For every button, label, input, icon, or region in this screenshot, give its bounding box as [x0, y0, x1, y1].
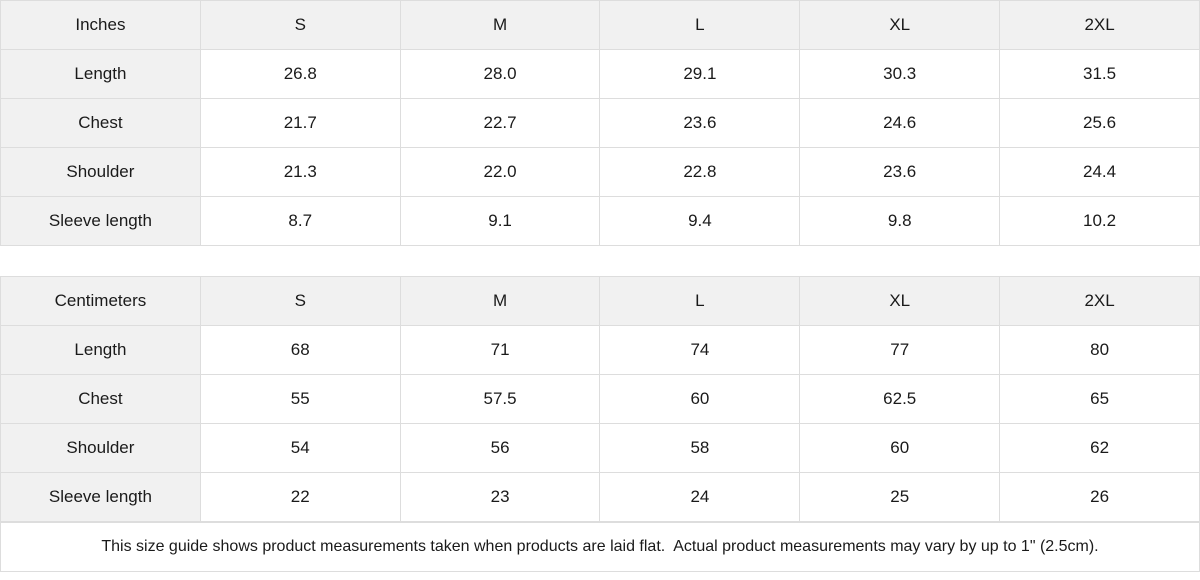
measurement-value-cell: 23.6	[599, 98, 801, 148]
row-label-cell: Chest	[0, 374, 201, 424]
measurement-value-cell: 30.3	[799, 49, 1001, 99]
measurement-value-cell: 21.7	[199, 98, 401, 148]
measurement-value-cell: 21.3	[199, 147, 401, 197]
row-label-cell: Length	[0, 49, 201, 99]
unit-label-cell: Inches	[0, 0, 201, 50]
measurement-value-cell: 23.6	[799, 147, 1001, 197]
measurement-value-cell: 65	[999, 374, 1200, 424]
inches-size-table: Inches S M L XL 2XL Length 26.8 28.0 29.1 30.3 31.5…	[0, 0, 1200, 246]
centimeters-size-table: Centimeters S M L XL 2XL Length 68 71 74 77 80 Chest…	[0, 276, 1200, 522]
measurement-value-cell: 62.5	[799, 374, 1001, 424]
measurement-value-cell: 10.2	[999, 196, 1200, 246]
measurement-value-cell: 24.4	[999, 147, 1200, 197]
measurement-value-cell: 29.1	[599, 49, 801, 99]
measurement-value-cell: 22.0	[399, 147, 601, 197]
measurement-value-cell: 57.5	[399, 374, 601, 424]
measurement-value-cell: 26	[999, 472, 1200, 522]
measurement-value-cell: 60	[799, 423, 1001, 473]
size-header-cell: S	[199, 276, 401, 326]
measurement-row: Chest 21.7 22.7 23.6 24.6 25.6	[0, 98, 1200, 148]
measurement-value-cell: 68	[199, 325, 401, 375]
measurement-value-cell: 26.8	[199, 49, 401, 99]
size-header-cell: XL	[799, 0, 1001, 50]
measurement-value-cell: 25.6	[999, 98, 1200, 148]
size-guide-note-text: This size guide shows product measuremen…	[101, 538, 1099, 555]
table-gap	[0, 246, 1200, 276]
measurement-value-cell: 71	[399, 325, 601, 375]
measurement-value-cell: 24	[599, 472, 801, 522]
measurement-row: Shoulder 21.3 22.0 22.8 23.6 24.4	[0, 147, 1200, 197]
measurement-value-cell: 8.7	[199, 196, 401, 246]
measurement-value-cell: 22.7	[399, 98, 601, 148]
measurement-row: Chest 55 57.5 60 62.5 65	[0, 374, 1200, 424]
measurement-value-cell: 9.8	[799, 196, 1001, 246]
measurement-value-cell: 55	[199, 374, 401, 424]
measurement-value-cell: 9.1	[399, 196, 601, 246]
measurement-row: Sleeve length 8.7 9.1 9.4 9.8 10.2	[0, 196, 1200, 246]
row-label-cell: Sleeve length	[0, 196, 201, 246]
measurement-value-cell: 22.8	[599, 147, 801, 197]
size-header-cell: S	[199, 0, 401, 50]
unit-label-cell: Centimeters	[0, 276, 201, 326]
size-guide-note: This size guide shows product measuremen…	[0, 522, 1200, 572]
size-header-cell: L	[599, 0, 801, 50]
measurement-value-cell: 31.5	[999, 49, 1200, 99]
measurement-value-cell: 80	[999, 325, 1200, 375]
size-header-cell: M	[399, 276, 601, 326]
measurement-value-cell: 22	[199, 472, 401, 522]
measurement-row: Sleeve length 22 23 24 25 26	[0, 472, 1200, 522]
measurement-value-cell: 56	[399, 423, 601, 473]
row-label-cell: Shoulder	[0, 147, 201, 197]
size-header-cell: 2XL	[999, 0, 1200, 50]
size-header-cell: 2XL	[999, 276, 1200, 326]
row-label-cell: Sleeve length	[0, 472, 201, 522]
measurement-row: Length 68 71 74 77 80	[0, 325, 1200, 375]
measurement-value-cell: 58	[599, 423, 801, 473]
size-header-cell: L	[599, 276, 801, 326]
measurement-value-cell: 24.6	[799, 98, 1001, 148]
measurement-value-cell: 77	[799, 325, 1001, 375]
row-label-cell: Chest	[0, 98, 201, 148]
measurement-value-cell: 25	[799, 472, 1001, 522]
measurement-value-cell: 54	[199, 423, 401, 473]
measurement-value-cell: 74	[599, 325, 801, 375]
measurement-value-cell: 28.0	[399, 49, 601, 99]
measurement-value-cell: 62	[999, 423, 1200, 473]
measurement-value-cell: 23	[399, 472, 601, 522]
measurement-value-cell: 9.4	[599, 196, 801, 246]
size-header-cell: XL	[799, 276, 1001, 326]
measurement-row: Shoulder 54 56 58 60 62	[0, 423, 1200, 473]
header-row: Centimeters S M L XL 2XL	[0, 276, 1200, 326]
header-row: Inches S M L XL 2XL	[0, 0, 1200, 50]
measurement-row: Length 26.8 28.0 29.1 30.3 31.5	[0, 49, 1200, 99]
row-label-cell: Shoulder	[0, 423, 201, 473]
measurement-value-cell: 60	[599, 374, 801, 424]
row-label-cell: Length	[0, 325, 201, 375]
size-header-cell: M	[399, 0, 601, 50]
